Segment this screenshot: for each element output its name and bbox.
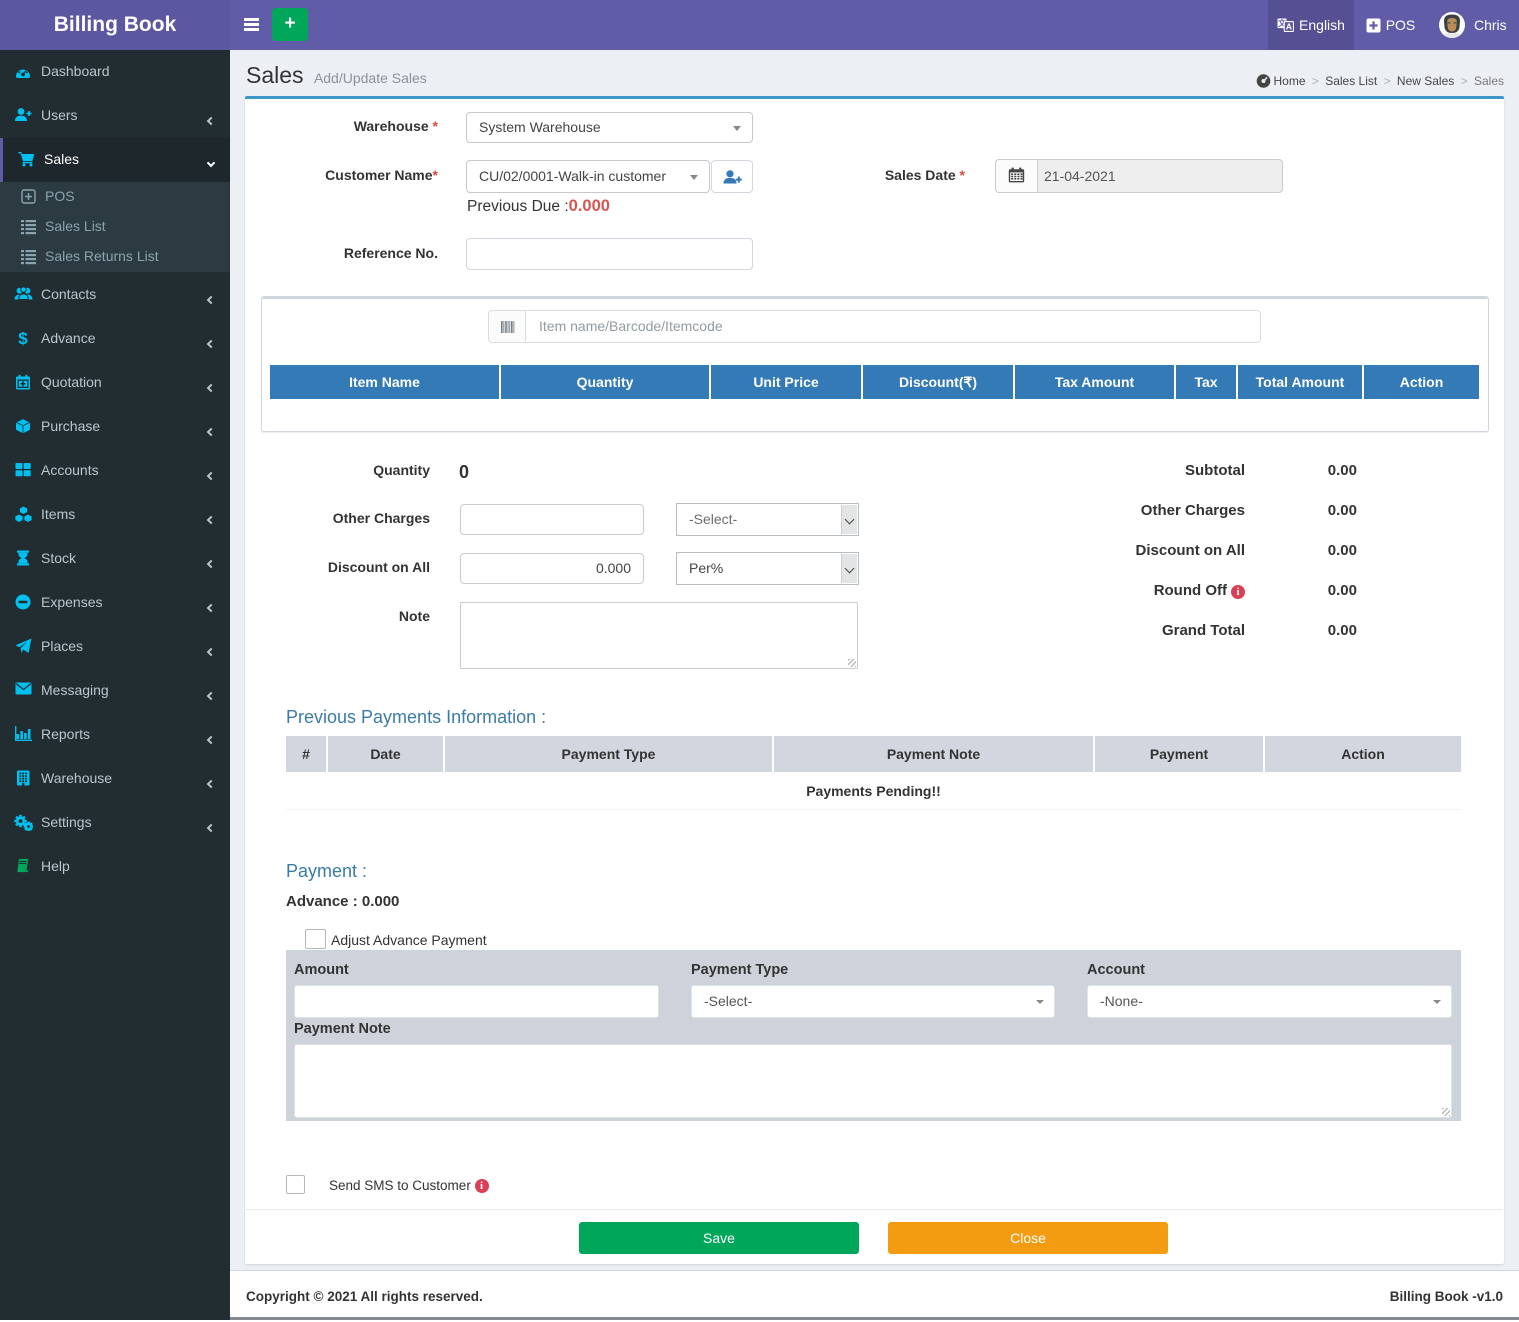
svg-text:文: 文	[1278, 18, 1287, 28]
svg-text:A: A	[1286, 21, 1292, 31]
